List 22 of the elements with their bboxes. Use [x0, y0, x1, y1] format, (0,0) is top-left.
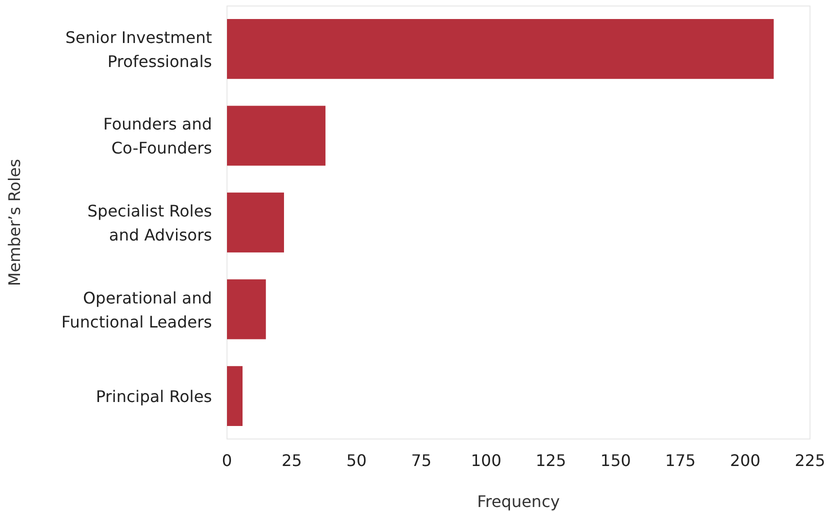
y-tick-label: Senior Investment Professionals [65, 28, 212, 71]
bar [227, 366, 243, 426]
x-tick-label: 200 [730, 451, 760, 470]
x-tick-label: 150 [600, 451, 631, 470]
bar [227, 192, 284, 252]
x-tick-label: 125 [536, 451, 566, 470]
y-axis-title: Member’s Roles [5, 158, 24, 286]
y-tick-label: Specialist Roles and Advisors [87, 202, 212, 244]
bar [227, 279, 266, 340]
x-tick-label: 100 [470, 451, 502, 470]
bar [227, 106, 326, 166]
bar [227, 19, 774, 79]
x-tick-label: 225 [794, 451, 826, 470]
x-tick-label: 175 [665, 451, 696, 470]
y-tick-label: Principal Roles [96, 387, 212, 406]
x-axis-title: Frequency [477, 492, 560, 511]
x-tick-label: 25 [282, 451, 302, 470]
x-tick-label: 0 [222, 451, 232, 470]
x-tick-label: 50 [346, 451, 367, 470]
x-tick-label: 75 [411, 451, 432, 470]
y-tick-label: Operational and Functional Leaders [61, 288, 212, 332]
y-tick-label: Founders and Co-Founders [103, 114, 212, 158]
